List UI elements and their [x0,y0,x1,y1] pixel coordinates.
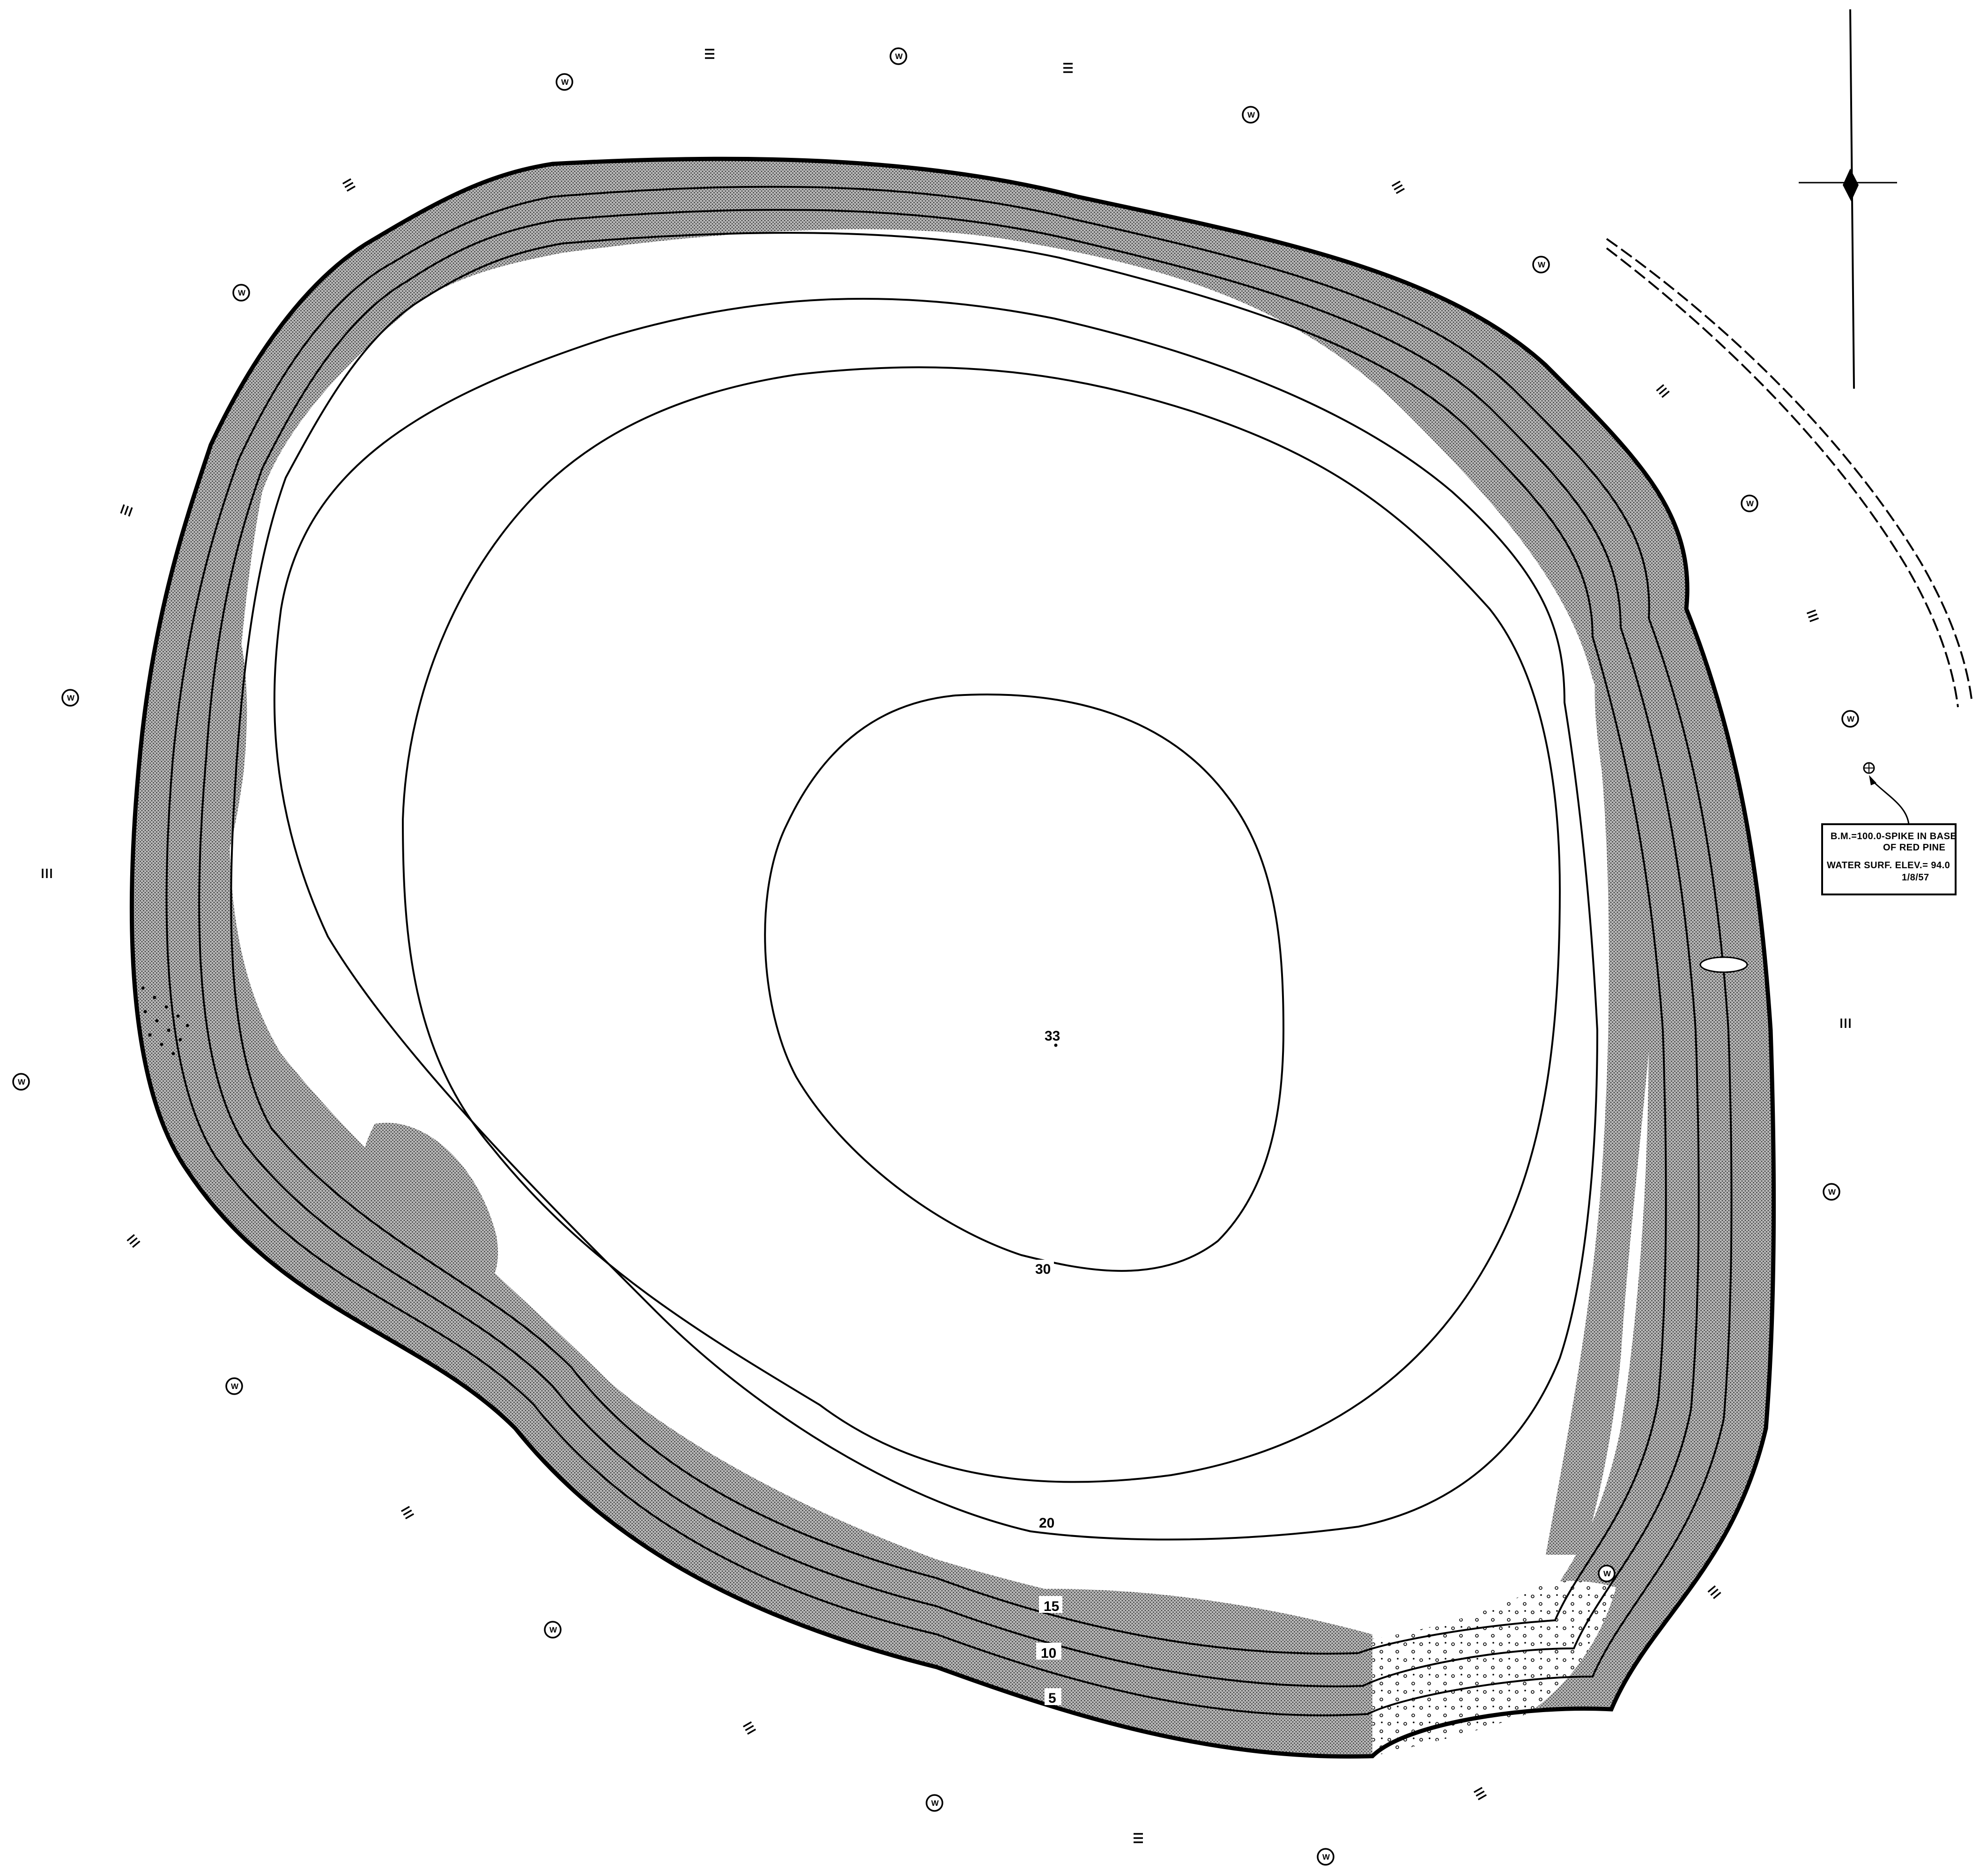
wooded-symbol-icon: W [1823,1183,1840,1201]
marsh-symbol-icon [742,1721,756,1735]
svg-text:W: W [549,1625,557,1634]
contour-labels: 33 30 20 15 10 5 [1031,1026,1062,1706]
marsh-symbol-icon [1391,180,1405,194]
wooded-symbol-icon: W [544,1621,562,1639]
svg-text:W: W [238,288,246,297]
svg-text:W: W [1322,1853,1330,1861]
deepest-point-marker [1054,1043,1058,1047]
wooded-symbol-icon: W [1598,1565,1616,1582]
marsh-symbol-icon [120,504,133,517]
wooded-symbols: W W W W W W W W W W W W W W W [12,47,1859,1866]
marsh-symbol-icon [705,49,714,59]
depth-10-label: 10 [1041,1646,1056,1661]
north-arrow [1799,9,1897,389]
contour-30ft [401,366,1561,1483]
marsh-symbols [42,49,1851,1843]
benchmark-line1: B.M.=100.0-SPIKE IN BASE [1831,831,1957,842]
water-elevation-line2: 1/8/57 [1902,872,1929,883]
marsh-symbol-icon [1473,1787,1487,1801]
svg-text:W: W [895,52,903,61]
contour-10ft [198,208,1700,1687]
svg-text:W: W [231,1382,239,1391]
wooded-symbol-icon: W [1841,710,1859,728]
wooded-symbol-icon: W [1242,106,1260,124]
wooded-symbol-icon: W [232,284,250,302]
benchmark [1863,762,1910,825]
gravel-patch [1372,1581,1616,1756]
marsh-symbol-icon [1134,1833,1143,1843]
island [1699,956,1748,973]
contour-33ft [764,694,1285,1272]
depth-5-label: 5 [1048,1691,1056,1706]
svg-text:W: W [561,78,569,87]
marsh-symbol-icon [1707,1585,1721,1599]
benchmark-line2: OF RED PINE [1883,842,1945,853]
depth-30-label: 30 [1035,1262,1051,1277]
wooded-symbol-icon: W [1741,495,1758,512]
shoreline [129,156,1776,1759]
wooded-symbol-icon: W [890,47,907,65]
water-elevation-line1: WATER SURF. ELEV.= 94.0 [1827,860,1950,871]
svg-text:W: W [1538,260,1546,269]
depth-33-label: 33 [1045,1028,1060,1044]
svg-text:W: W [1746,499,1754,508]
depth-15-label: 15 [1044,1599,1059,1614]
wooded-symbol-icon: W [1532,256,1550,273]
marsh-symbol-icon [1656,384,1670,398]
wooded-symbol-icon: W [926,1794,943,1812]
depth-20-label: 20 [1039,1515,1054,1531]
svg-text:W: W [67,694,75,702]
marsh-symbol-icon [400,1506,415,1520]
svg-text:W: W [1828,1188,1836,1197]
wooded-symbol-icon: W [1317,1848,1335,1866]
wooded-symbol-icon: W [61,689,79,707]
marsh-symbol-icon [126,1234,141,1248]
wooded-symbol-icon: W [12,1073,30,1091]
svg-text:W: W [1247,111,1255,119]
contour-5ft [165,185,1733,1717]
marsh-symbol-icon [42,869,52,878]
road [1606,238,1973,708]
shoal-band [132,159,1774,1757]
svg-text:W: W [1603,1569,1611,1578]
svg-text:W: W [18,1078,26,1086]
svg-text:W: W [931,1799,939,1808]
marsh-symbol-icon [1806,609,1819,622]
contour-15ft [230,232,1667,1655]
marsh-symbol-icon [1840,1019,1851,1028]
dot-cluster [141,986,189,1056]
marsh-symbol-icon [342,178,356,192]
benchmark-legend: B.M.=100.0-SPIKE IN BASE OF RED PINE WAT… [1821,823,1957,895]
wooded-symbol-icon: W [225,1377,243,1395]
wooded-symbol-icon: W [556,73,573,91]
contour-20ft [273,297,1599,1541]
marsh-symbol-icon [1063,63,1073,73]
svg-text:W: W [1847,715,1855,724]
